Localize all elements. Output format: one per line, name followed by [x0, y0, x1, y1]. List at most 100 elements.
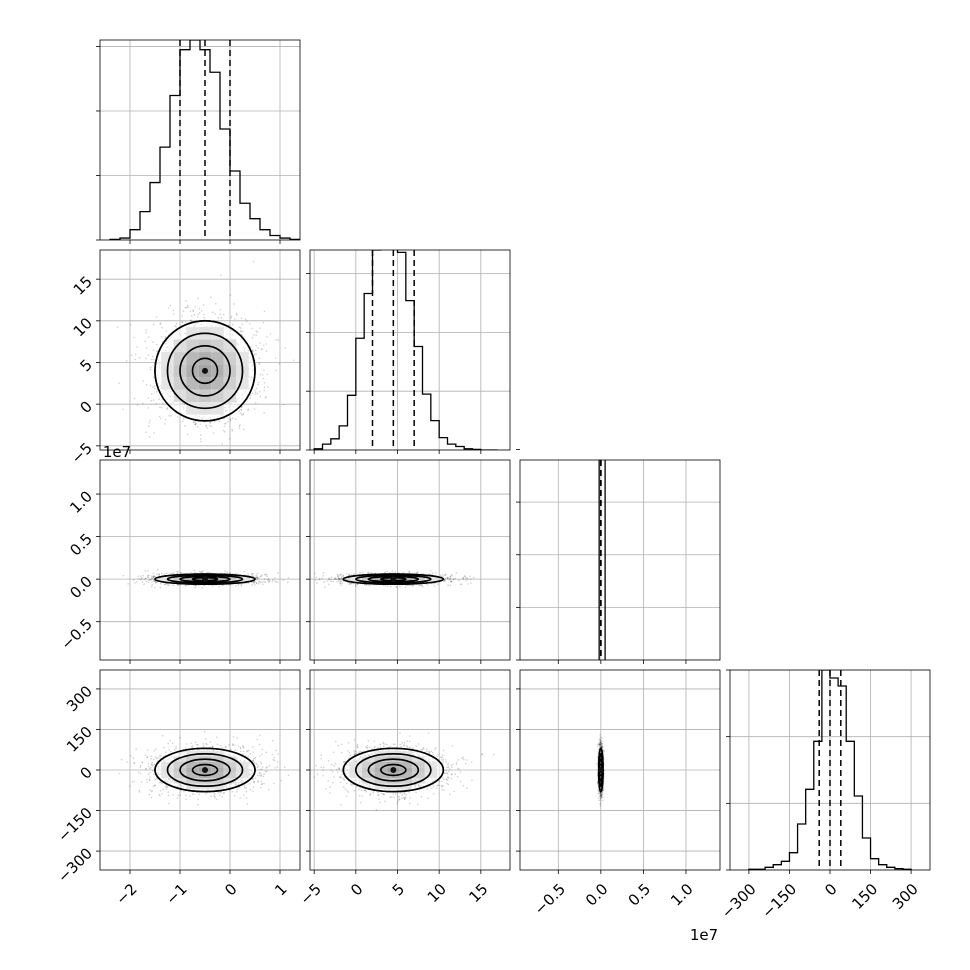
- sample-point: [364, 746, 367, 748]
- sample-point: [194, 423, 196, 425]
- sample-point: [148, 436, 151, 438]
- sample-point: [231, 323, 234, 326]
- sample-point: [181, 420, 184, 423]
- sample-point: [367, 572, 370, 575]
- sample-point: [224, 746, 227, 749]
- sample-point: [379, 743, 382, 746]
- sample-point: [205, 738, 207, 740]
- sample-point: [338, 578, 341, 580]
- sample-point: [338, 577, 340, 580]
- sample-point: [213, 420, 216, 423]
- sample-point: [315, 579, 317, 581]
- sample-point: [237, 584, 240, 586]
- sample-point: [219, 308, 222, 311]
- sample-point: [450, 580, 452, 583]
- sample-point: [158, 574, 160, 577]
- sample-point: [246, 803, 249, 805]
- sample-point: [190, 319, 192, 322]
- sample-point: [149, 578, 151, 581]
- sample-point: [130, 354, 133, 356]
- sample-point: [339, 574, 342, 576]
- sample-point: [131, 781, 134, 783]
- sample-point: [449, 577, 452, 580]
- sample-point: [142, 402, 144, 405]
- sample-point: [253, 782, 255, 784]
- sample-point: [158, 781, 161, 784]
- sample-point: [339, 578, 341, 580]
- sample-point: [465, 580, 468, 582]
- sample-point: [400, 745, 403, 748]
- sample-point: [222, 313, 225, 316]
- sample-point: [186, 743, 188, 745]
- contour-line: [154, 320, 256, 422]
- sample-point: [322, 574, 324, 577]
- sample-point: [441, 574, 444, 576]
- density-peak: [390, 576, 397, 583]
- sample-point: [244, 318, 247, 321]
- sample-point: [158, 755, 161, 757]
- sample-point: [254, 349, 257, 352]
- sample-point: [315, 576, 318, 579]
- sample-point: [256, 576, 259, 579]
- sample-point: [324, 586, 326, 589]
- sample-point: [206, 427, 208, 429]
- sample-point: [209, 746, 211, 749]
- sample-point: [240, 584, 242, 587]
- sample-point: [151, 575, 154, 578]
- sample-point: [134, 353, 137, 356]
- sample-point: [128, 785, 131, 788]
- sample-point: [258, 576, 260, 579]
- sample-point: [455, 572, 458, 574]
- sample-point: [255, 582, 258, 584]
- sample-point: [329, 792, 331, 794]
- sample-point: [239, 330, 242, 332]
- sample-point: [167, 742, 169, 745]
- sample-point: [267, 578, 270, 580]
- sample-point: [232, 735, 235, 738]
- sample-point: [256, 577, 259, 579]
- sample-point: [421, 585, 424, 588]
- sample-point: [443, 580, 445, 583]
- sample-point: [194, 586, 196, 589]
- sample-point: [203, 730, 206, 733]
- sample-point: [261, 783, 263, 786]
- sample-point: [439, 574, 442, 577]
- sample-point: [165, 572, 168, 575]
- sample-point: [183, 425, 186, 427]
- sample-point: [177, 794, 180, 797]
- sample-point: [254, 393, 257, 395]
- sample-point: [197, 297, 199, 300]
- sample-point: [174, 325, 176, 327]
- sample-point: [428, 750, 430, 753]
- sample-point: [444, 579, 446, 581]
- sample-point: [261, 768, 263, 771]
- sample-point: [153, 575, 156, 577]
- sample-point: [451, 575, 453, 577]
- sample-point: [159, 323, 161, 325]
- sample-point: [169, 304, 171, 307]
- sample-point: [466, 577, 468, 580]
- sample-point: [241, 413, 243, 416]
- sample-point: [342, 761, 345, 763]
- sample-point: [156, 343, 158, 346]
- sample-point: [189, 310, 192, 313]
- sample-point: [178, 584, 181, 586]
- sample-point: [369, 793, 372, 795]
- sample-point: [255, 344, 258, 347]
- panel-content: [730, 670, 930, 870]
- sample-point: [405, 745, 408, 747]
- sample-point: [138, 789, 141, 792]
- sample-point: [250, 573, 253, 576]
- sample-point: [161, 572, 163, 575]
- sample-point: [162, 788, 164, 791]
- sample-point: [152, 355, 154, 358]
- sample-point: [337, 575, 340, 577]
- sample-point: [363, 583, 366, 586]
- sample-point: [466, 787, 468, 789]
- sample-point: [354, 584, 357, 586]
- sample-point: [266, 766, 269, 768]
- sample-point: [252, 572, 254, 575]
- sample-point: [147, 570, 149, 572]
- sample-point: [184, 584, 187, 587]
